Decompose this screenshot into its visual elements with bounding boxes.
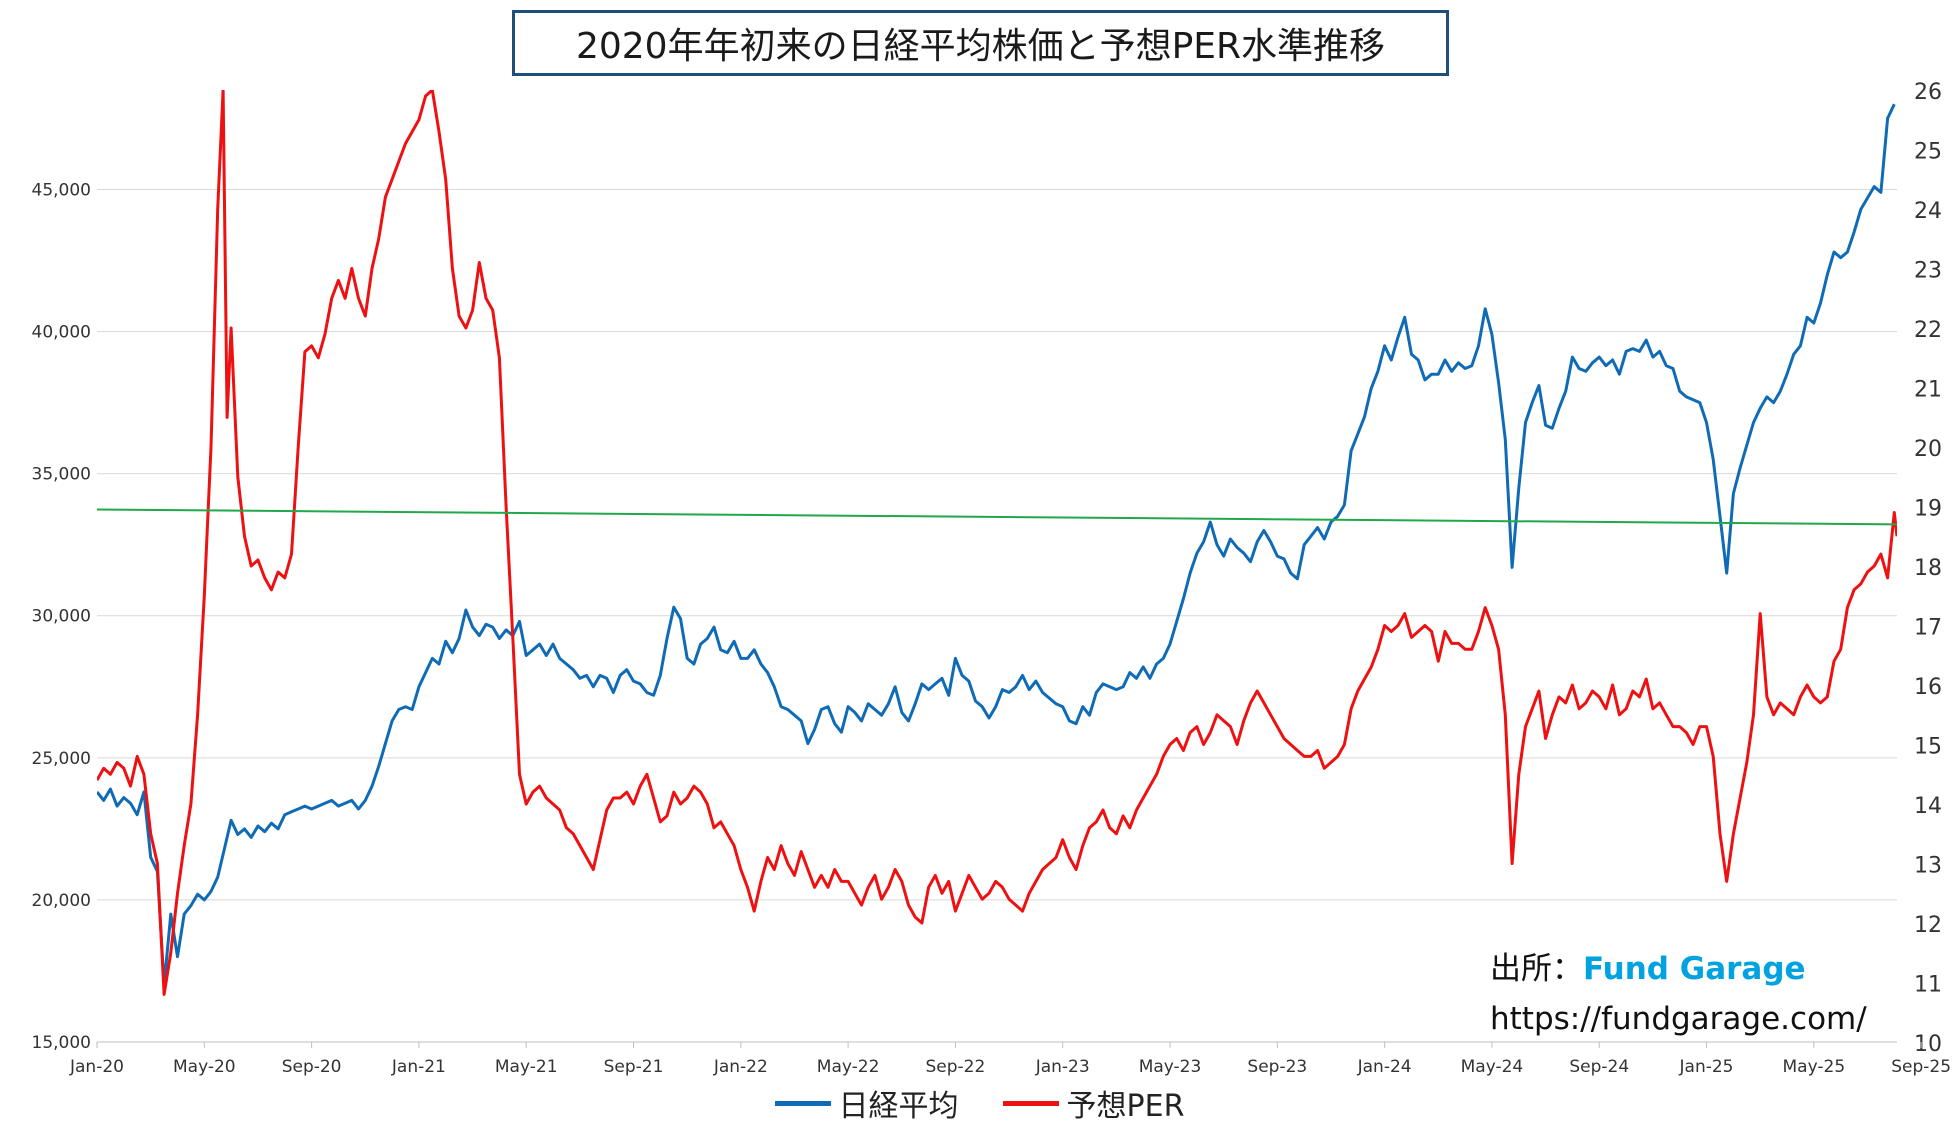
x-tick-label: Sep-25 — [1891, 1057, 1951, 1077]
left-tick-label: 25,000 — [32, 749, 91, 769]
x-tick-label: Sep-24 — [1569, 1057, 1629, 1077]
left-tick-label: 45,000 — [32, 180, 91, 200]
right-tick-label: 20 — [1914, 437, 1942, 462]
source-url[interactable]: https://fundgarage.com/ — [1490, 1001, 1867, 1037]
right-tick-label: 14 — [1914, 794, 1942, 819]
left-tick-label: 40,000 — [32, 323, 91, 343]
x-tick-label: Jan-23 — [1035, 1057, 1090, 1077]
series-group — [97, 90, 1897, 996]
x-tick-label: Jan-21 — [391, 1057, 446, 1077]
left-tick-label: 35,000 — [32, 465, 91, 485]
source-line: 出所：Fund Garage — [1490, 944, 1940, 994]
x-tick-label: May-24 — [1461, 1057, 1524, 1077]
x-tick-label: May-23 — [1139, 1057, 1202, 1077]
x-tick-label: Sep-21 — [604, 1057, 664, 1077]
right-axis: 10 11 12 13 14 15 16 17 18 19 20 21 22 23 24 25 26 — [1914, 80, 1942, 1057]
average-per-line — [97, 508, 1897, 526]
x-tick-label: May-25 — [1783, 1057, 1846, 1077]
right-tick-label: 12 — [1914, 913, 1942, 938]
right-tick-label: 16 — [1914, 675, 1942, 700]
x-tick-label: Jan-20 — [69, 1057, 124, 1077]
x-tick-label: Jan-24 — [1357, 1057, 1412, 1077]
source-label: 出所 — [1490, 951, 1552, 987]
legend: 日経平均 予想PER — [0, 1082, 1959, 1124]
chart-title: 2020年年初来の日経平均株価と予想PER水準推移 — [512, 10, 1449, 76]
left-tick-label: 20,000 — [32, 891, 91, 911]
right-tick-label: 26 — [1914, 80, 1942, 105]
right-tick-label: 21 — [1914, 378, 1942, 403]
x-tick-label: Sep-23 — [1247, 1057, 1307, 1077]
left-tick-label: 30,000 — [32, 607, 91, 627]
legend-item-per: 予想PER — [1002, 1081, 1185, 1125]
right-tick-label: 24 — [1914, 199, 1942, 224]
right-tick-label: 13 — [1914, 854, 1942, 879]
x-tick-label: May-20 — [173, 1057, 236, 1077]
legend-item-nikkei: 日経平均 — [774, 1081, 959, 1125]
x-tick-label: Jan-25 — [1679, 1057, 1734, 1077]
source-note: 出所：Fund Garage https://fundgarage.com/ — [1490, 944, 1940, 1044]
plot-area — [97, 90, 1897, 1042]
source-separator: ： — [1552, 951, 1583, 987]
legend-label-nikkei: 日経平均 — [838, 1089, 959, 1124]
right-tick-label: 22 — [1914, 318, 1942, 343]
right-tick-label: 19 — [1914, 497, 1942, 522]
right-tick-label: 25 — [1914, 140, 1942, 165]
x-tick-label: Sep-22 — [926, 1057, 986, 1077]
legend-swatch-nikkei — [774, 1100, 831, 1106]
right-tick-label: 15 — [1914, 735, 1942, 760]
x-tick-label: Jan-22 — [713, 1057, 768, 1077]
right-tick-label: 17 — [1914, 616, 1942, 641]
legend-label-per: 予想PER — [1066, 1089, 1185, 1124]
legend-swatch-per — [1002, 1100, 1059, 1106]
x-tick-label: May-21 — [495, 1057, 558, 1077]
right-tick-label: 23 — [1914, 259, 1942, 284]
right-tick-label: 11 — [1914, 973, 1942, 998]
x-axis: Jan-20 May-20 Sep-20 Jan-21 May-21 Sep-21 Jan-… — [69, 1041, 1951, 1077]
per-line — [97, 90, 1897, 996]
right-tick-label: 18 — [1914, 556, 1942, 581]
right-tick-label: 10 — [1914, 1032, 1942, 1057]
left-axis: 15,000 20,000 25,000 30,000 35,000 40,000 45,0… — [32, 180, 91, 1053]
left-tick-label: 15,000 — [32, 1033, 91, 1053]
x-tick-label: May-22 — [817, 1057, 880, 1077]
source-brand: Fund Garage — [1583, 951, 1806, 987]
gridlines — [97, 188, 1897, 901]
nikkei-line — [97, 103, 1896, 987]
x-tick-label: Sep-20 — [282, 1057, 342, 1077]
